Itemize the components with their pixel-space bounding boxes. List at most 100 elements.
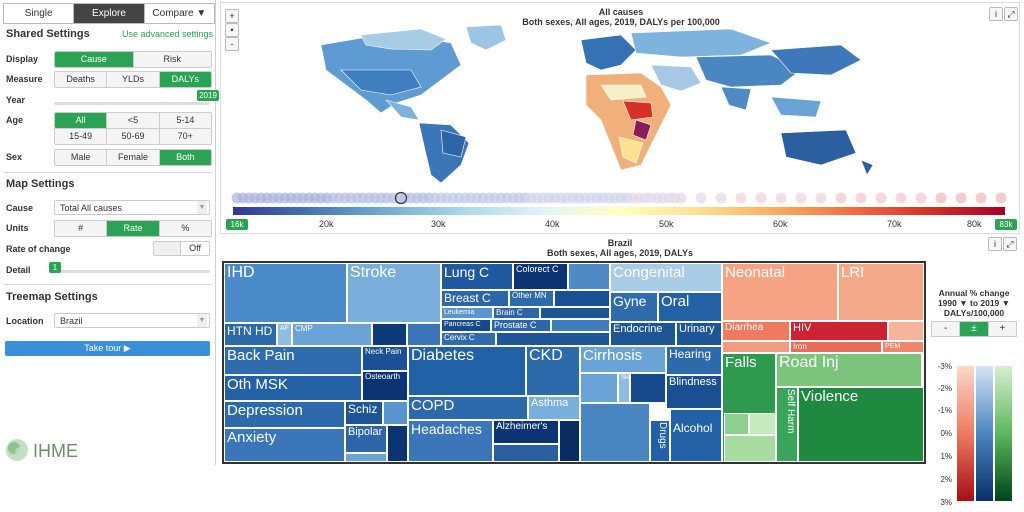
treemap-cell-leukemia[interactable]: Leukemia [441, 307, 493, 319]
treemap-cell-ckd[interactable]: CKD [526, 346, 580, 396]
treemap-cell-alzheimers[interactable]: Alzheimer's [493, 420, 559, 444]
treemap-cell-diarrhea[interactable]: Diarrhea [722, 321, 790, 341]
legend-plus-button[interactable]: + [988, 322, 1016, 336]
treemap-cell-endocrine[interactable]: Endocrine [610, 322, 676, 346]
treemap-cell[interactable] [493, 444, 559, 462]
treemap-cell[interactable] [888, 321, 924, 341]
units-percent-option[interactable]: % [159, 221, 211, 236]
treemap-cell[interactable] [749, 413, 776, 435]
treemap-cell-drugs[interactable]: Drugs [650, 420, 670, 462]
age-15-49-option[interactable]: 15-49 [55, 129, 108, 144]
expand-icon[interactable]: ⤢ [1004, 7, 1018, 21]
expand-icon[interactable]: ⤢ [1003, 237, 1017, 251]
year-slider-handle[interactable]: 2019 [197, 90, 219, 101]
world-choropleth-map[interactable] [301, 25, 921, 187]
treemap-cell[interactable] [722, 341, 790, 353]
country-dot[interactable] [875, 192, 887, 204]
country-dot[interactable] [815, 192, 827, 204]
treemap-cell[interactable] [724, 435, 776, 462]
zoom-in-button[interactable]: + [225, 9, 239, 23]
country-dot[interactable] [795, 192, 807, 204]
detail-slider-track[interactable] [54, 270, 210, 273]
treemap-cell-hiv[interactable]: HIV [790, 321, 888, 341]
treemap-cell[interactable] [568, 263, 610, 290]
treemap-cell-hearing[interactable]: Hearing [666, 346, 722, 375]
treemap-cell-stroke[interactable]: Stroke [347, 263, 441, 323]
country-dot-strip[interactable] [231, 191, 1011, 205]
treemap-cell-cmp[interactable]: CMP [292, 323, 372, 346]
country-dot[interactable] [935, 192, 947, 204]
treemap-cell-othermn[interactable]: Other MN [509, 290, 554, 307]
age-50-69-option[interactable]: 50-69 [107, 129, 160, 144]
legend-range[interactable]: 1990 ▼ to 2019 ▼ [937, 298, 1011, 308]
treemap-cell-cirrhosis[interactable]: Cirrhosis [580, 346, 666, 373]
treemap-cell-gyne[interactable]: Gyne [610, 292, 658, 322]
country-dot[interactable] [855, 192, 867, 204]
zoom-out-button[interactable]: - [225, 37, 239, 51]
treemap-cell-schiz[interactable]: Schiz [345, 401, 383, 425]
treemap-cell-htnhd[interactable]: HTN HD [224, 323, 277, 346]
treemap-cell[interactable] [407, 323, 441, 346]
treemap-cell-copd[interactable]: COPD [408, 396, 528, 420]
treemap-cell-blindness[interactable]: Blindness [666, 375, 722, 409]
treemap-cell[interactable] [554, 290, 610, 307]
treemap-cell-alcohol[interactable]: Alcohol [670, 409, 722, 462]
country-dot[interactable] [995, 192, 1007, 204]
country-dot[interactable] [715, 192, 727, 204]
country-dot[interactable] [835, 192, 847, 204]
tab-single[interactable]: Single [4, 4, 75, 23]
treemap-cell-lungc[interactable]: Lung C [441, 263, 513, 290]
treemap-cell-violence[interactable]: Violence [798, 387, 924, 462]
treemap-cell-colorectc[interactable]: Colorect C [513, 263, 568, 290]
country-dot[interactable] [975, 192, 987, 204]
measure-deaths-option[interactable]: Deaths [55, 72, 108, 87]
treemap-cell[interactable] [580, 373, 618, 403]
treemap-cell-osteoarth[interactable]: Osteoarth [362, 371, 408, 401]
country-dot[interactable] [755, 192, 767, 204]
treemap-cell[interactable] [551, 319, 610, 332]
treemap-cell-breastc[interactable]: Breast C [441, 290, 509, 307]
treemap-cell-headaches[interactable]: Headaches [408, 420, 493, 462]
country-dot[interactable] [735, 192, 747, 204]
tab-compare[interactable]: Compare ▼ [152, 8, 207, 19]
tab-explore[interactable]: Explore [74, 4, 145, 23]
location-select[interactable]: Brazil ▼ [54, 313, 210, 328]
treemap-cell-neonatal[interactable]: Neonatal [722, 263, 838, 321]
country-dot[interactable] [695, 192, 707, 204]
treemap-cell[interactable] [496, 332, 610, 346]
country-dot[interactable] [775, 192, 787, 204]
treemap-cell[interactable] [540, 307, 610, 319]
selected-country-dot[interactable] [394, 191, 408, 205]
year-slider-track[interactable] [54, 102, 210, 105]
treemap-cell[interactable] [559, 420, 580, 462]
treemap-cell-pem[interactable]: PEM [882, 341, 924, 353]
legend-minus-button[interactable]: - [932, 322, 961, 336]
advanced-settings-link[interactable]: Use advanced settings [122, 29, 214, 39]
treemap-cell[interactable] [724, 413, 749, 435]
treemap-cell-backpain[interactable]: Back Pain [224, 346, 362, 375]
treemap-cell-prostatec[interactable]: Prostate C [491, 319, 551, 332]
treemap-cell-diabetes[interactable]: Diabetes [408, 346, 526, 396]
country-dot[interactable] [675, 192, 687, 204]
legend-plusminus-button[interactable]: ± [960, 322, 989, 336]
treemap-cell-ihd[interactable]: IHD [224, 263, 347, 323]
treemap-cell-cervixc[interactable]: Cervix C [441, 332, 496, 346]
detail-slider-handle[interactable]: 1 [49, 262, 61, 273]
display-cause-option[interactable]: Cause [55, 52, 134, 67]
treemap-cell-congenital[interactable]: Congenital [610, 263, 722, 292]
treemap-cell[interactable] [345, 453, 387, 462]
treemap-cell-depression[interactable]: Depression [224, 401, 345, 428]
country-dot[interactable] [895, 192, 907, 204]
age-all-option[interactable]: All [55, 113, 108, 128]
treemap-cell[interactable] [630, 373, 666, 403]
cause-select[interactable]: Total All causes ▼ [54, 200, 210, 215]
treemap-cell-iron[interactable]: Iron [790, 341, 882, 353]
treemap-cell-pancreasc[interactable]: Pancreas C [441, 319, 491, 332]
units-rate-option[interactable]: Rate [107, 221, 160, 236]
display-risk-option[interactable]: Risk [133, 52, 211, 67]
treemap-cell-af[interactable]: AF [277, 323, 292, 346]
rate-of-change-toggle[interactable]: Off [153, 241, 210, 256]
treemap-cell-oral[interactable]: Oral [658, 292, 722, 322]
units-count-option[interactable]: # [55, 221, 108, 236]
age-5-14-option[interactable]: 5-14 [159, 113, 211, 128]
